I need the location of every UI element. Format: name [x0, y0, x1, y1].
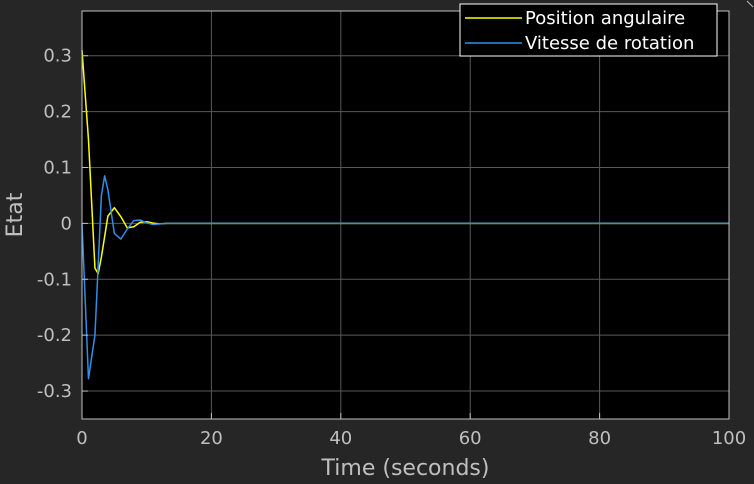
y-tick-label: 0 — [61, 213, 72, 234]
y-tick-label: -0.3 — [37, 381, 72, 402]
x-tick-label: 80 — [588, 428, 611, 449]
plot-border — [81, 10, 730, 420]
x-tick-label: 0 — [76, 428, 87, 449]
x-tick-label: 40 — [329, 428, 352, 449]
y-tick-label: 0.2 — [43, 102, 72, 123]
top-right-corner-mark — [746, 0, 754, 8]
legend: Position angulaire Vitesse de rotation — [459, 3, 718, 57]
x-tick-label: 60 — [459, 428, 482, 449]
series-layer — [81, 50, 729, 380]
y-tick-label: 0.1 — [43, 157, 72, 178]
legend-entry-vitesse-de-rotation: Vitesse de rotation — [525, 33, 694, 54]
x-axis-ticks: 0 20 40 60 80 100 — [76, 413, 746, 449]
y-axis-ticks: -0.3 -0.2 -0.1 0 0.1 0.2 0.3 — [37, 46, 88, 402]
legend-entry-position-angulaire: Position angulaire — [525, 8, 685, 29]
series-line-vitesse-de-rotation — [81, 175, 729, 380]
x-tick-label: 100 — [712, 428, 746, 449]
y-tick-label: 0.3 — [43, 46, 72, 67]
legend-box — [459, 3, 718, 57]
y-tick-label: -0.2 — [37, 325, 72, 346]
x-tick-label: 20 — [200, 428, 223, 449]
x-axis-label: Time (seconds) — [321, 456, 490, 481]
y-tick-label: -0.1 — [37, 269, 72, 290]
y-axis-label: Etat — [3, 192, 28, 237]
plot-area — [82, 11, 729, 419]
